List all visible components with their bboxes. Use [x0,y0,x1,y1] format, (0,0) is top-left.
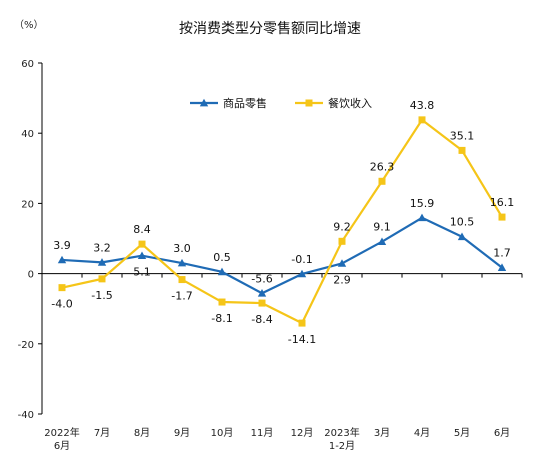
x-tick-label: 5月 [454,427,470,439]
legend-label: 商品零售 [223,96,267,110]
data-point-triangle [457,232,467,241]
y-tick-label: 60 [21,59,34,70]
data-label: 16.1 [490,196,515,209]
y-tick-label: 0 [28,270,34,281]
x-tick-label: 8月 [134,427,150,439]
data-point-square [138,240,146,248]
data-point-square [378,177,386,185]
data-label: -0.1 [291,253,312,266]
data-labels: 3.9 3.2 5.1 3.0 0.5 -5.6 -0.1 2.9 9.1 15.9 10.5 1.7… [51,99,514,346]
data-label: 8.4 [133,223,151,236]
data-label: -8.4 [251,313,272,326]
data-point-square [258,299,266,307]
data-label: 15.9 [410,197,435,210]
x-tick-label: 9月 [174,427,190,439]
data-point-triangle [337,259,347,267]
legend-item: 商品零售 [190,96,267,110]
data-point-square [58,284,66,292]
data-label: 35.1 [450,129,475,142]
data-point-triangle [497,263,507,271]
data-point-triangle [417,213,427,222]
data-point-triangle [97,258,107,266]
data-label: 26.3 [370,160,395,173]
data-point-triangle [137,251,147,260]
x-tick-label: 7月 [94,427,110,439]
data-label: 0.5 [213,251,231,264]
data-point-triangle [217,267,227,276]
data-point-square [298,319,306,327]
data-point-square [498,213,506,221]
data-label: -1.7 [171,290,192,303]
data-label: 10.5 [450,216,475,229]
data-point-triangle [57,255,67,264]
data-label: -5.6 [251,272,272,285]
x-tick-label: 12月 [291,427,314,439]
data-label: 2.9 [333,273,351,286]
data-label: -1.5 [91,289,112,302]
legend-label: 餐饮收入 [328,96,372,110]
x-tick-label: 2023年 [324,426,359,439]
data-point-triangle [257,289,267,297]
data-label: -8.1 [211,312,232,325]
data-point-square [98,275,106,283]
x-tick-label: 2022年 [44,426,79,439]
x-tick-label-line2: 1-2月 [329,440,355,452]
data-point-square [218,298,226,306]
data-point-triangle [377,237,387,246]
x-tick-label: 4月 [414,427,430,439]
x-tick-label: 10月 [211,427,234,439]
data-point-square [338,237,346,245]
series-2 [58,116,506,327]
series-1 [57,213,507,297]
legend-marker [199,98,209,107]
data-label: 3.0 [173,242,191,255]
data-label: 43.8 [410,99,435,112]
x-tick-label-line2: 6月 [54,440,70,452]
data-label: 9.2 [333,220,351,233]
data-point-triangle [297,269,307,278]
legend-marker [305,99,313,107]
data-label: 9.1 [373,221,391,234]
series-layer [57,116,507,327]
data-label: 3.2 [93,241,111,254]
legend: 商品零售 餐饮收入 [190,96,372,110]
y-axis-unit: （%） [14,19,44,31]
data-label: 5.1 [133,266,151,279]
data-label: -4.0 [51,298,72,311]
y-tick-label: -20 [18,340,34,351]
y-tick-label: 20 [21,199,34,210]
data-label: 1.7 [493,247,511,260]
data-label: -14.1 [288,333,316,346]
x-tick-label: 11月 [251,427,274,439]
chart-title: 按消费类型分零售额同比增速 [179,21,361,37]
y-tick-label: -40 [18,410,34,421]
legend-item: 餐饮收入 [295,96,372,110]
x-tick-label: 3月 [374,427,390,439]
data-point-square [178,276,186,284]
data-point-triangle [177,258,187,267]
y-tick-label: 40 [21,129,34,140]
x-tick-label: 6月 [494,427,510,439]
series-line [61,118,503,325]
data-label: 3.9 [53,239,71,252]
data-point-square [458,146,466,154]
series-line [61,216,503,295]
data-point-square [418,116,426,124]
